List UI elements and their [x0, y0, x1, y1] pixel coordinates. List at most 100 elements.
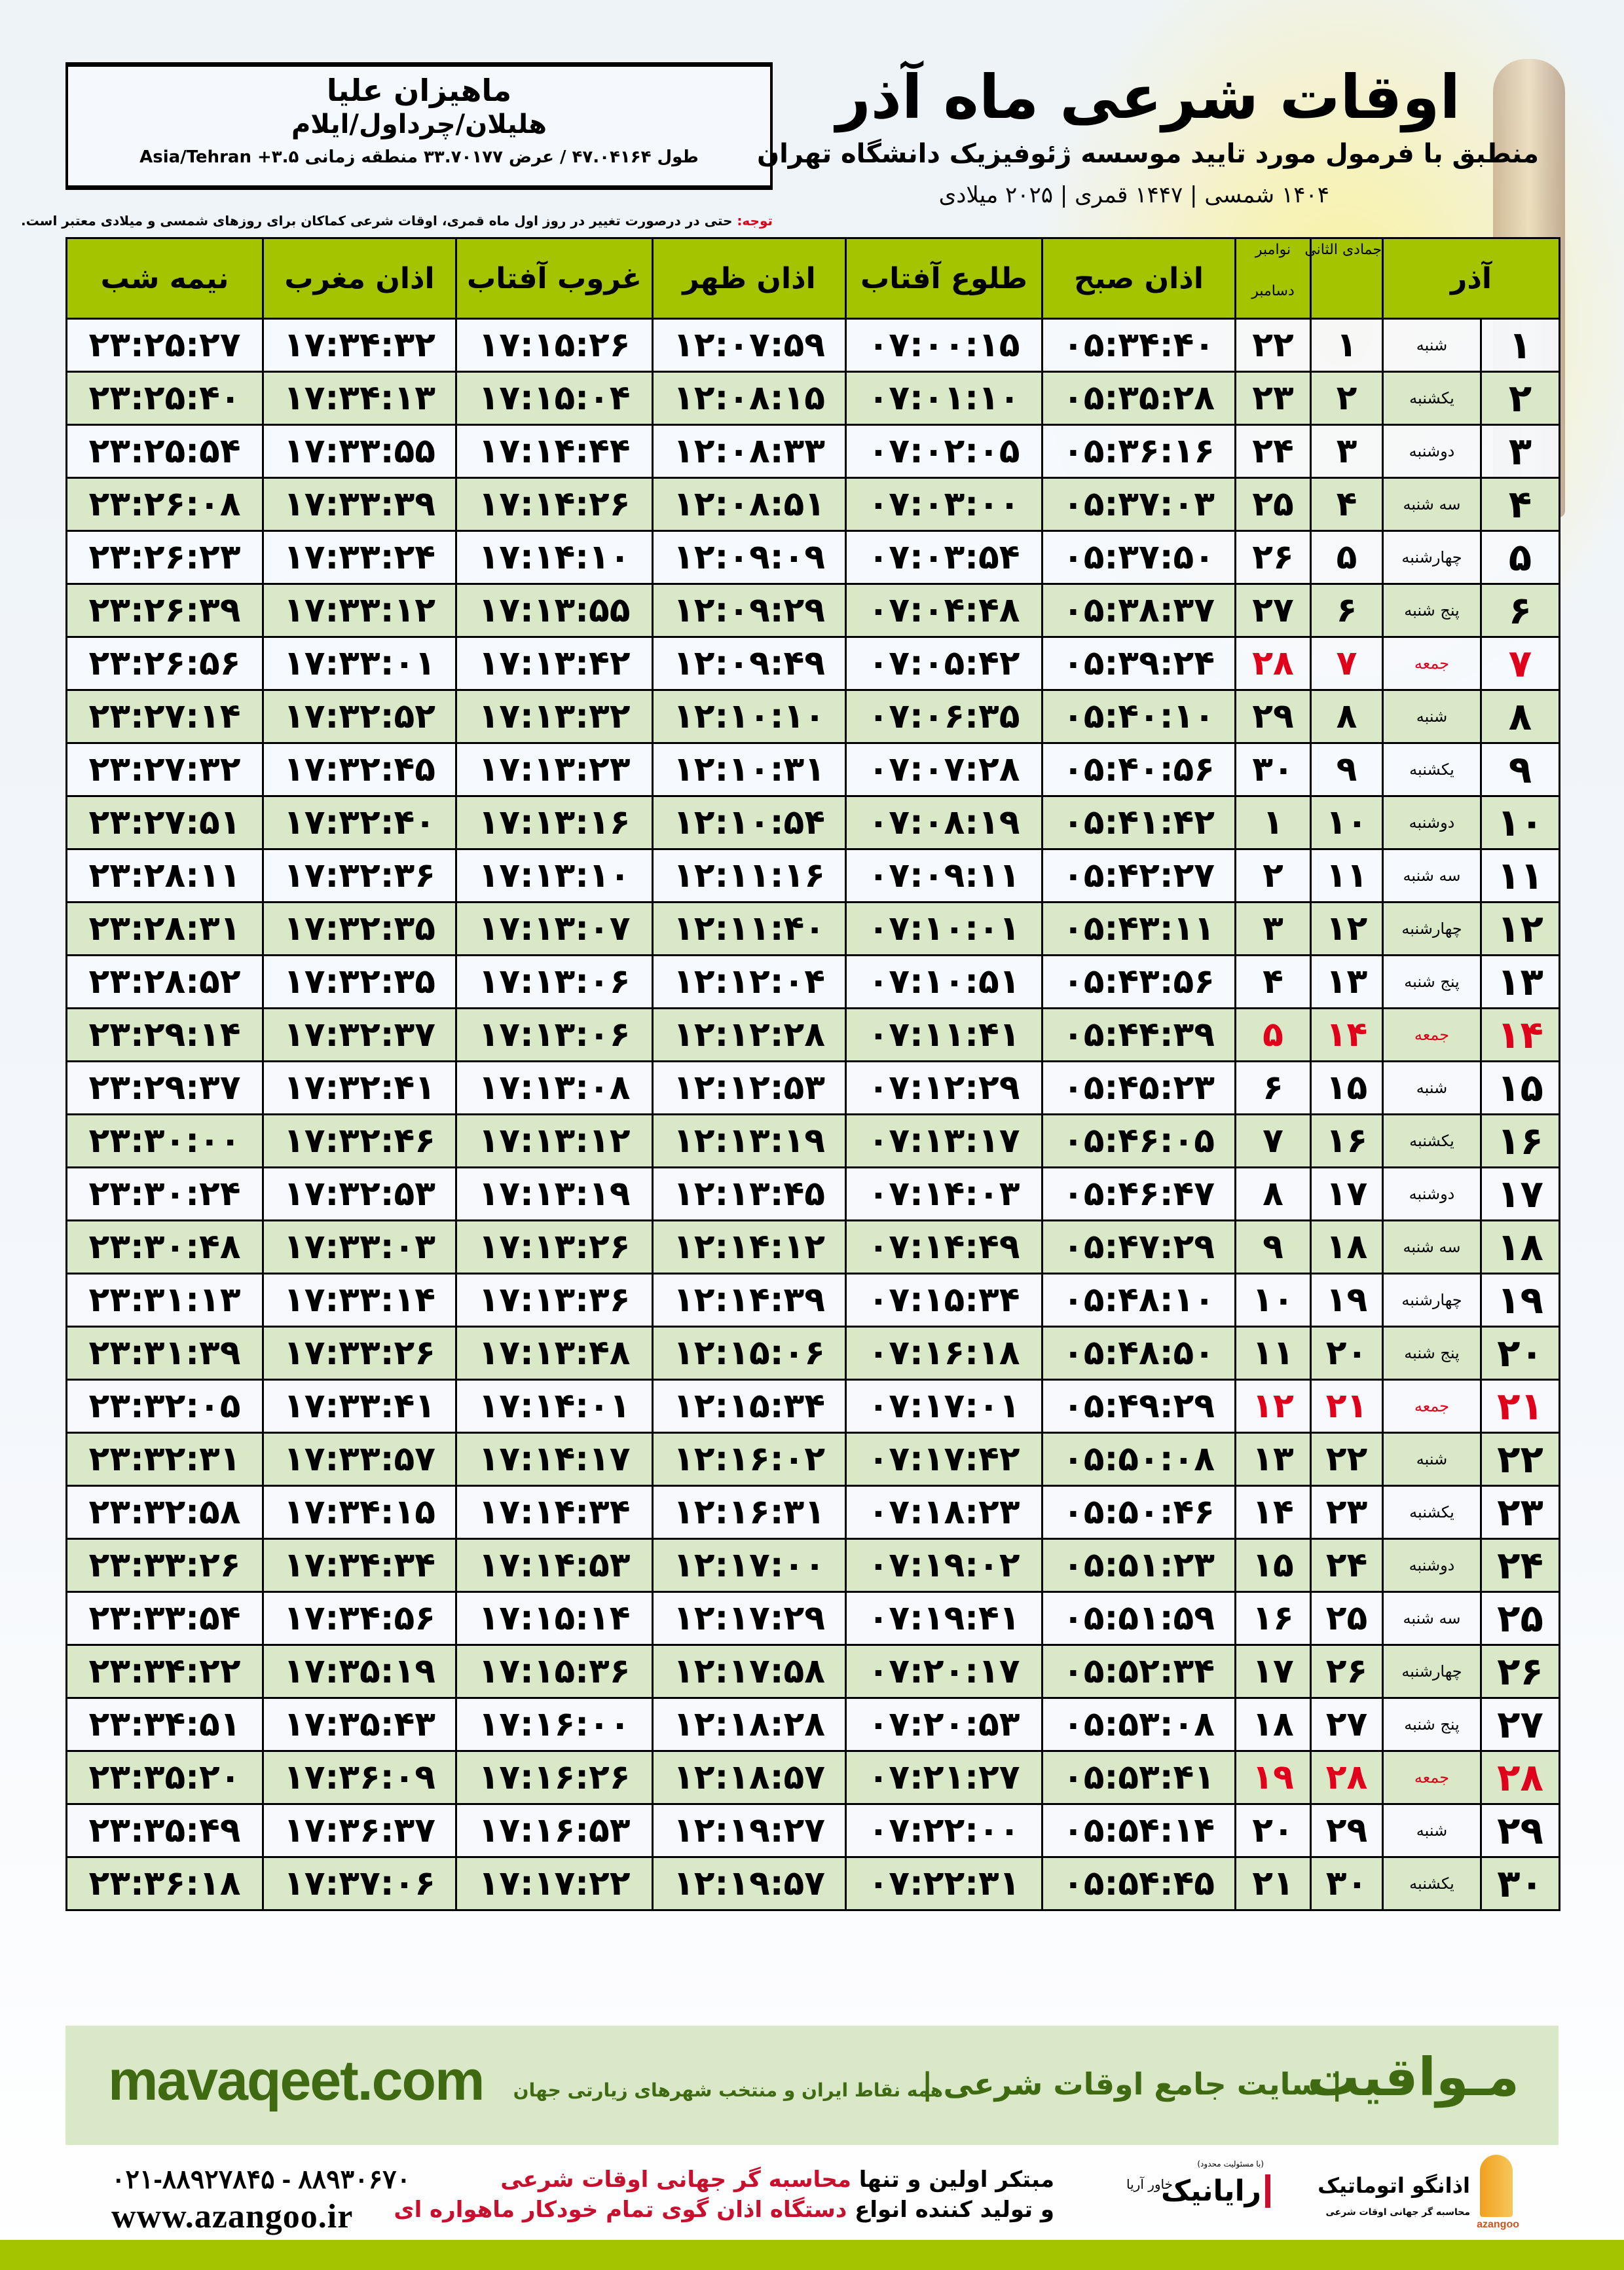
promo-url-link[interactable]: mavaqeet.com [108, 2049, 485, 2112]
hijri-cell: ۱۳ [1310, 954, 1384, 1009]
promo-tagline: | سایت جامع اوقات شرعی | [921, 2066, 1342, 2102]
midnight-cell: ۲۳:۲۵:۵۴ [65, 424, 264, 479]
sunrise-cell: ۰۷:۰۲:۰۵ [845, 424, 1043, 479]
weekday-cell: یکشنبه [1382, 371, 1482, 426]
table-row: ۲۰ پنج شنبه ۲۰ ۱۱ ۰۵:۴۸:۵۰ ۰۷:۱۶:۱۸ ۱۲:۱۵:۰۶ ۱۷… [65, 1326, 1560, 1381]
sunset-cell: ۱۷:۱۴:۱۷ [455, 1432, 654, 1487]
table-row: ۲۷ پنج شنبه ۲۷ ۱۸ ۰۵:۵۳:۰۸ ۰۷:۲۰:۵۳ ۱۲:۱۸:۲۸ ۱۷… [65, 1697, 1560, 1752]
website-link[interactable]: www.azangoo.ir [111, 2198, 354, 2235]
hijri-cell: ۴ [1310, 477, 1384, 532]
dhuhr-cell: ۱۲:۱۶:۳۱ [652, 1485, 847, 1540]
midnight-cell: ۲۳:۲۷:۳۲ [65, 742, 264, 797]
hijri-cell: ۷ [1310, 636, 1384, 691]
sunrise-cell: ۰۷:۰۱:۱۰ [845, 371, 1043, 426]
day-cell: ۲۱ [1480, 1379, 1560, 1434]
sunrise-cell: ۰۷:۰۶:۳۵ [845, 689, 1043, 744]
rayanik-name: رایانیک [1161, 2174, 1270, 2208]
header-maghrib: اذان مغرب [262, 237, 457, 320]
table-header-row: آذر جمادی الثانی نوامبر دسامبر اذان صبح … [65, 237, 1560, 320]
table-row: ۱۱ سه شنبه ۱۱ ۲ ۰۵:۴۲:۲۷ ۰۷:۰۹:۱۱ ۱۲:۱۱:۱۶ ۱۷:۱… [65, 848, 1560, 903]
maghrib-cell: ۱۷:۳۳:۵۵ [262, 424, 457, 479]
fajr-cell: ۰۵:۴۹:۲۹ [1041, 1379, 1236, 1434]
dhuhr-cell: ۱۲:۰۹:۴۹ [652, 636, 847, 691]
gregorian-cell: ۲۳ [1234, 371, 1312, 426]
sunset-cell: ۱۷:۱۳:۰۷ [455, 901, 654, 956]
hijri-cell: ۲۹ [1310, 1803, 1384, 1858]
fajr-cell: ۰۵:۵۴:۱۴ [1041, 1803, 1236, 1858]
table-row: ۱۶ یکشنبه ۱۶ ۷ ۰۵:۴۶:۰۵ ۰۷:۱۳:۱۷ ۱۲:۱۳:۱۹ ۱۷:۱۳… [65, 1113, 1560, 1168]
day-cell: ۷ [1480, 636, 1560, 691]
table-row: ۲ یکشنبه ۲ ۲۳ ۰۵:۳۵:۲۸ ۰۷:۰۱:۱۰ ۱۲:۰۸:۱۵ ۱۷:۱۵:… [65, 371, 1560, 426]
dhuhr-cell: ۱۲:۱۲:۰۴ [652, 954, 847, 1009]
sunrise-cell: ۰۷:۱۷:۴۲ [845, 1432, 1043, 1487]
midnight-cell: ۲۳:۲۹:۳۷ [65, 1060, 264, 1115]
hijri-cell: ۳ [1310, 424, 1384, 479]
sunset-cell: ۱۷:۱۳:۵۵ [455, 583, 654, 638]
fajr-cell: ۰۵:۳۴:۴۰ [1041, 318, 1236, 373]
header-sunrise: طلوع آفتاب [845, 237, 1043, 320]
sunset-cell: ۱۷:۱۳:۰۶ [455, 1007, 654, 1062]
sunset-cell: ۱۷:۱۳:۱۰ [455, 848, 654, 903]
weekday-cell: سه شنبه [1382, 848, 1482, 903]
hijri-cell: ۱۵ [1310, 1060, 1384, 1115]
sunrise-cell: ۰۷:۱۷:۰۱ [845, 1379, 1043, 1434]
table-row: ۲۶ چهارشنبه ۲۶ ۱۷ ۰۵:۵۲:۳۴ ۰۷:۲۰:۱۷ ۱۲:۱۷:۵۸ ۱۷… [65, 1644, 1560, 1699]
header-greg-top: نوامبر [1255, 242, 1291, 258]
maghrib-cell: ۱۷:۳۲:۳۶ [262, 848, 457, 903]
sunset-cell: ۱۷:۱۳:۲۶ [455, 1219, 654, 1275]
day-cell: ۶ [1480, 583, 1560, 638]
table-row: ۲۴ دوشنبه ۲۴ ۱۵ ۰۵:۵۱:۲۳ ۰۷:۱۹:۰۲ ۱۲:۱۷:۰۰ ۱۷:۱… [65, 1538, 1560, 1593]
fajr-cell: ۰۵:۵۰:۰۸ [1041, 1432, 1236, 1487]
fajr-cell: ۰۵:۴۸:۱۰ [1041, 1273, 1236, 1328]
maghrib-cell: ۱۷:۳۷:۰۶ [262, 1856, 457, 1911]
sunrise-cell: ۰۷:۲۰:۱۷ [845, 1644, 1043, 1699]
dhuhr-cell: ۱۲:۰۹:۰۹ [652, 530, 847, 585]
gregorian-cell: ۶ [1234, 1060, 1312, 1115]
rayanik-side: خاور آریا [1126, 2176, 1173, 2192]
sunset-cell: ۱۷:۱۴:۵۳ [455, 1538, 654, 1593]
midnight-cell: ۲۳:۲۶:۰۸ [65, 477, 264, 532]
weekday-cell: پنج شنبه [1382, 1326, 1482, 1381]
sunrise-cell: ۰۷:۱۴:۴۹ [845, 1219, 1043, 1275]
gregorian-cell: ۲۸ [1234, 636, 1312, 691]
gregorian-cell: ۱۴ [1234, 1485, 1312, 1540]
day-cell: ۳ [1480, 424, 1560, 479]
dhuhr-cell: ۱۲:۱۰:۵۴ [652, 795, 847, 850]
gregorian-cell: ۲۲ [1234, 318, 1312, 373]
rayanik-small: (با مسئولیت محدود) [1197, 2159, 1264, 2168]
note: توجه: حتی در درصورت تغییر در روز اول ماه… [21, 213, 773, 229]
weekday-cell: جمعه [1382, 636, 1482, 691]
dhuhr-cell: ۱۲:۱۸:۵۷ [652, 1750, 847, 1805]
table-row: ۱۲ چهارشنبه ۱۲ ۳ ۰۵:۴۳:۱۱ ۰۷:۱۰:۰۱ ۱۲:۱۱:۴۰ ۱۷:… [65, 901, 1560, 956]
weekday-cell: چهارشنبه [1382, 530, 1482, 585]
sunrise-cell: ۰۷:۲۱:۲۷ [845, 1750, 1043, 1805]
day-cell: ۵ [1480, 530, 1560, 585]
table-row: ۳۰ یکشنبه ۳۰ ۲۱ ۰۵:۵۴:۴۵ ۰۷:۲۲:۳۱ ۱۲:۱۹:۵۷ ۱۷:۱… [65, 1856, 1560, 1911]
location-region: هلیلان/چرداول/ایلام [291, 109, 547, 140]
dhuhr-cell: ۱۲:۱۵:۳۴ [652, 1379, 847, 1434]
hijri-cell: ۲۵ [1310, 1591, 1384, 1646]
sunset-cell: ۱۷:۱۷:۲۲ [455, 1856, 654, 1911]
sunrise-cell: ۰۷:۰۷:۲۸ [845, 742, 1043, 797]
gregorian-cell: ۱۷ [1234, 1644, 1312, 1699]
weekday-cell: یکشنبه [1382, 1113, 1482, 1168]
sunrise-cell: ۰۷:۰۴:۴۸ [845, 583, 1043, 638]
maghrib-cell: ۱۷:۳۴:۳۴ [262, 1538, 457, 1593]
day-cell: ۸ [1480, 689, 1560, 744]
fajr-cell: ۰۵:۳۹:۲۴ [1041, 636, 1236, 691]
dhuhr-cell: ۱۲:۱۳:۱۹ [652, 1113, 847, 1168]
hijri-cell: ۱۲ [1310, 901, 1384, 956]
sunrise-cell: ۰۷:۱۵:۳۴ [845, 1273, 1043, 1328]
day-cell: ۲۵ [1480, 1591, 1560, 1646]
maghrib-cell: ۱۷:۳۴:۵۶ [262, 1591, 457, 1646]
sunset-cell: ۱۷:۱۳:۴۸ [455, 1326, 654, 1381]
midnight-cell: ۲۳:۲۶:۳۹ [65, 583, 264, 638]
maghrib-cell: ۱۷:۳۳:۰۱ [262, 636, 457, 691]
header-hijri: جمادی الثانی [1304, 237, 1384, 320]
header-fajr: اذان صبح [1041, 237, 1236, 320]
dhuhr-cell: ۱۲:۱۷:۰۰ [652, 1538, 847, 1593]
sunrise-cell: ۰۷:۰۳:۰۰ [845, 477, 1043, 532]
table-row: ۱۳ پنج شنبه ۱۳ ۴ ۰۵:۴۳:۵۶ ۰۷:۱۰:۵۱ ۱۲:۱۲:۰۴ ۱۷:… [65, 954, 1560, 1009]
table-row: ۹ یکشنبه ۹ ۳۰ ۰۵:۴۰:۵۶ ۰۷:۰۷:۲۸ ۱۲:۱۰:۳۱ ۱۷:۱۳:… [65, 742, 1560, 797]
hijri-cell: ۱۷ [1310, 1166, 1384, 1221]
